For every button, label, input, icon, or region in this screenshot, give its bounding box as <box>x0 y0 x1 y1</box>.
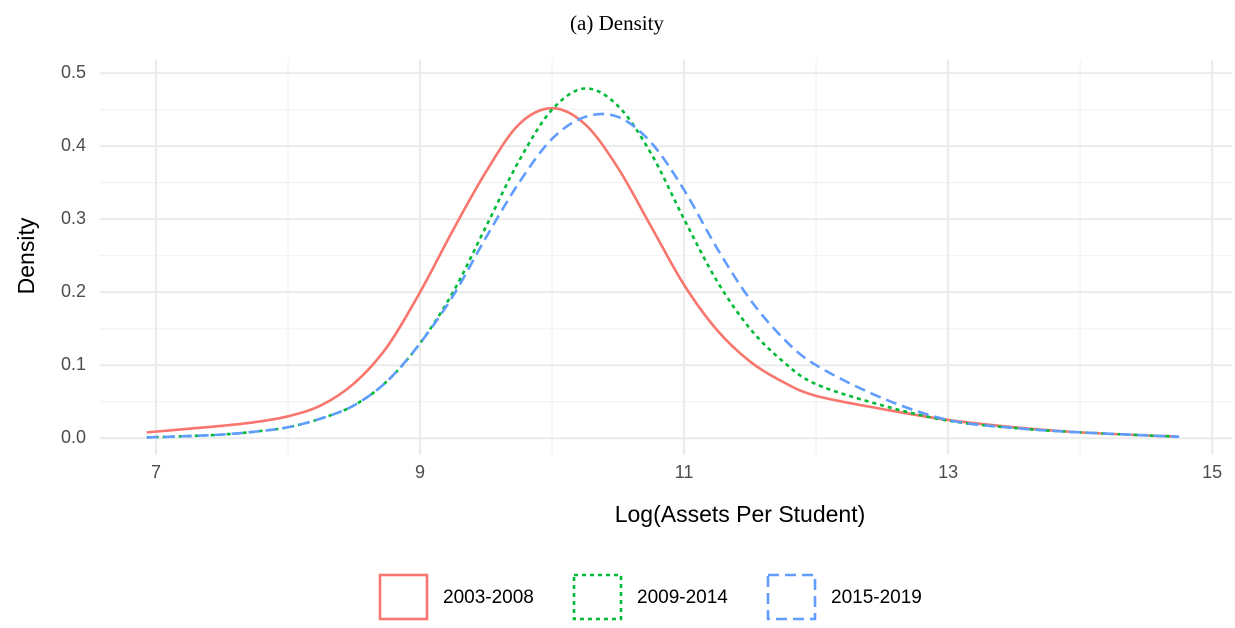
y-tick-label: 0.3 <box>61 208 86 228</box>
x-tick-label: 7 <box>151 462 161 482</box>
chart-title: (a) Density <box>570 11 664 35</box>
y-axis-title: Density <box>13 217 39 294</box>
x-axis-title: Log(Assets Per Student) <box>615 501 866 527</box>
y-tick-label: 0.5 <box>61 62 86 82</box>
legend-label: 2015-2019 <box>831 587 922 608</box>
x-tick-label: 13 <box>938 462 958 482</box>
y-tick-label: 0.4 <box>61 135 86 155</box>
x-tick-label: 15 <box>1202 462 1222 482</box>
density-line <box>146 112 1180 439</box>
legend-label: 2009-2014 <box>637 587 728 608</box>
y-tick-label: 0.2 <box>61 281 86 301</box>
legend-key <box>378 573 429 621</box>
density-line <box>146 87 1180 439</box>
y-tick-label: 0.0 <box>61 427 86 447</box>
x-tick-label: 9 <box>415 462 425 482</box>
y-tick-label: 0.1 <box>61 354 86 374</box>
x-tick-label: 11 <box>675 462 694 482</box>
legend-key <box>766 573 817 621</box>
legend-label: 2003-2008 <box>443 587 534 608</box>
legend-key <box>572 573 623 621</box>
